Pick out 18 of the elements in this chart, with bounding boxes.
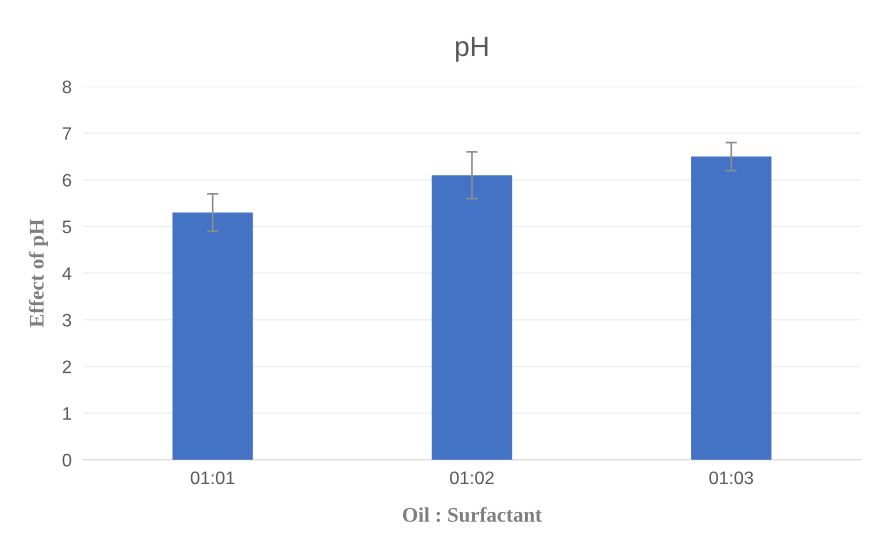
x-axis-title: Oil : Surfactant — [402, 507, 542, 522]
y-tick-label: 4 — [62, 267, 72, 280]
y-tick-label: 1 — [63, 407, 72, 420]
y-tick-label: 6 — [62, 174, 72, 187]
y-tick-label: 8 — [62, 80, 72, 94]
x-tick-label: 01:02 — [450, 471, 494, 484]
y-tick-label: 3 — [62, 314, 72, 327]
chart-title: pH — [456, 36, 488, 62]
x-tick-label: 01:03 — [709, 471, 754, 484]
y-tick-label: 0 — [62, 454, 72, 467]
bar — [172, 212, 253, 460]
y-tick-label: 7 — [62, 127, 72, 140]
y-axis-title: Effect of pH — [28, 219, 48, 328]
y-tick-label: 2 — [62, 360, 72, 374]
y-tick-label: 5 — [62, 220, 72, 234]
bar — [432, 175, 512, 460]
x-tick-label: 01:01 — [190, 471, 234, 484]
bar — [691, 156, 772, 460]
